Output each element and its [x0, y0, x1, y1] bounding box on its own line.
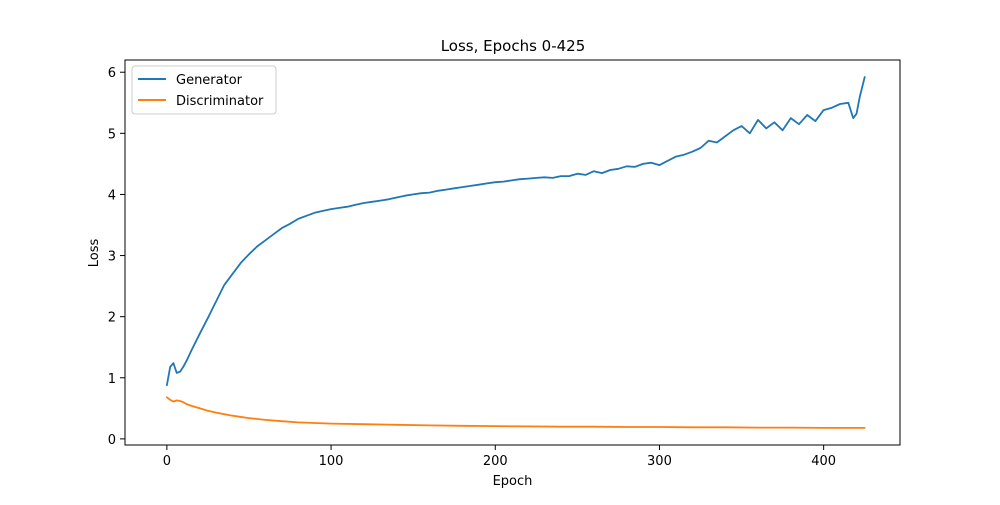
series-line-generator: [165, 76, 866, 387]
y-tick-label: 3: [108, 250, 116, 265]
x-tick-label: 400: [811, 454, 836, 469]
x-tick-label: 100: [319, 454, 344, 469]
y-tick-label: 4: [108, 188, 116, 203]
x-tick-label: 0: [163, 454, 171, 469]
legend-label-discriminator: Discriminator: [176, 94, 264, 109]
chart-title: Loss, Epochs 0-425: [441, 37, 586, 55]
ticks-layer: 0 100 200 300 400 0 1 2 3 4 5 6: [108, 66, 836, 469]
plot-frame: [124, 59, 901, 446]
y-tick-label: 6: [108, 66, 116, 81]
series-layer: [165, 76, 866, 429]
y-tick-label: 0: [108, 433, 116, 448]
legend-label-generator: Generator: [176, 73, 243, 88]
y-axis-label: Loss: [87, 239, 102, 268]
y-tick-label: 5: [108, 127, 116, 142]
series-line-discriminator: [165, 396, 866, 429]
x-axis-label: Epoch: [493, 474, 533, 489]
y-tick-label: 1: [108, 372, 116, 387]
y-tick-label: 2: [108, 311, 116, 326]
x-tick-label: 200: [483, 454, 508, 469]
legend-box: [131, 65, 277, 115]
x-tick-label: 300: [647, 454, 672, 469]
legend: Generator Discriminator: [131, 65, 277, 115]
